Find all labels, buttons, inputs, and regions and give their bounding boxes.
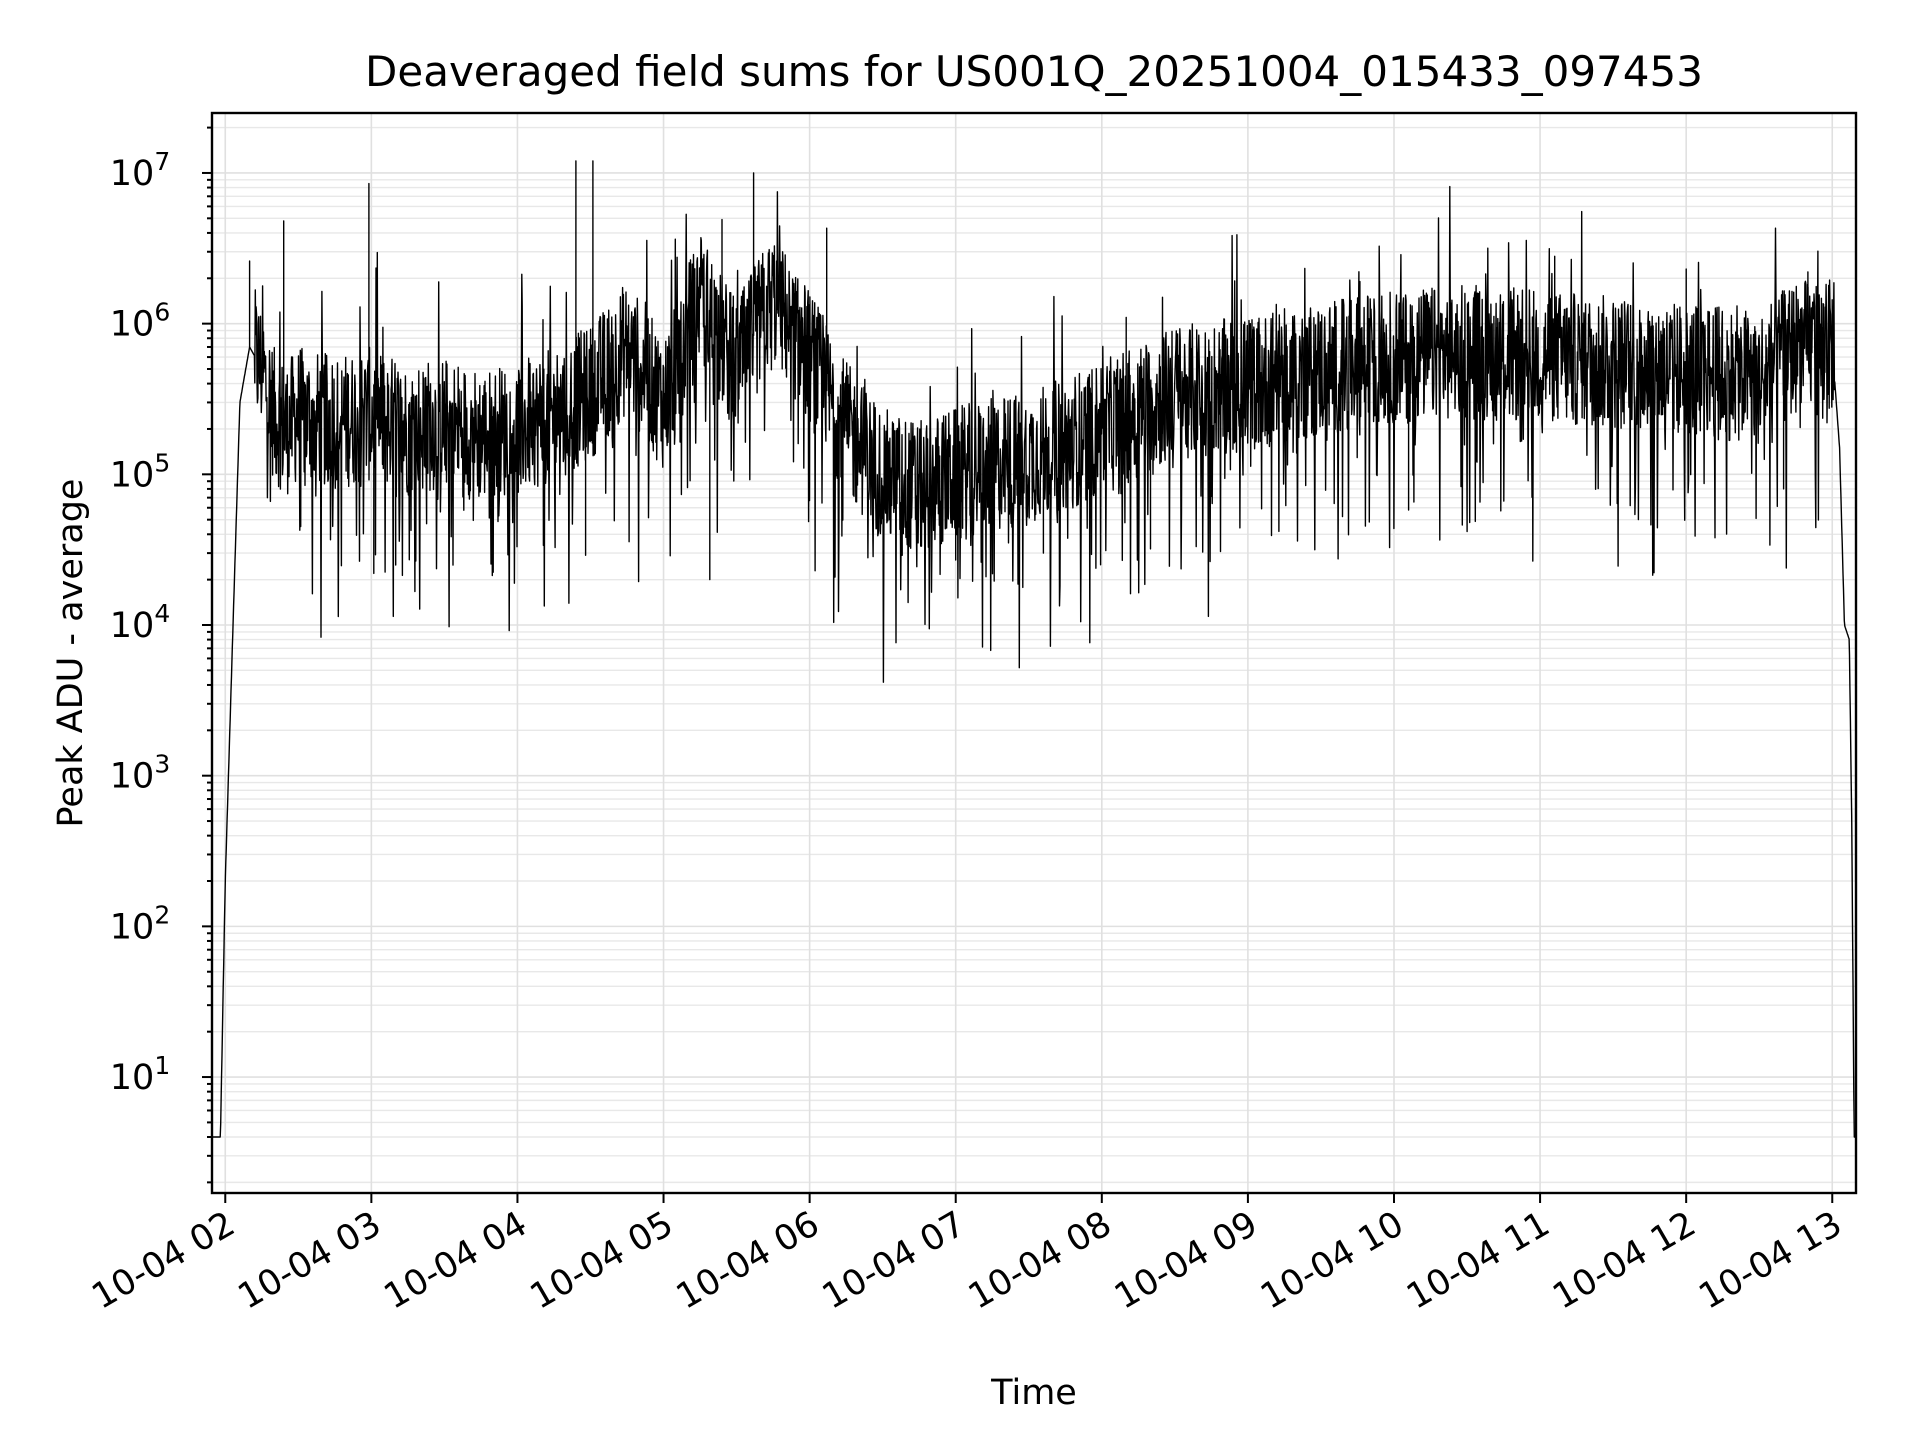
plot-frame xyxy=(210,111,1858,1195)
y-tick-label: 101 xyxy=(110,1051,170,1098)
y-axis-ticks: 101 102 103 104 105 106 107 xyxy=(110,126,212,1184)
x-tick-label: 10-04 07 xyxy=(816,1204,972,1317)
chart-title: Deaveraged field sums for US001Q_2025100… xyxy=(365,47,1703,96)
y-tick-label: 107 xyxy=(110,147,170,194)
x-tick-label: 10-04 09 xyxy=(1108,1204,1264,1317)
x-tick-label: 10-04 03 xyxy=(232,1204,388,1317)
data-series xyxy=(211,160,1857,1138)
x-tick-label: 10-04 12 xyxy=(1546,1204,1702,1317)
x-tick-label: 10-04 13 xyxy=(1692,1204,1848,1317)
x-tick-label: 10-04 04 xyxy=(378,1204,534,1317)
x-tick-label: 10-04 10 xyxy=(1254,1204,1410,1317)
y-tick-label: 103 xyxy=(110,750,170,797)
y-axis-label: Peak ADU - average xyxy=(51,479,91,828)
x-axis-label: Time xyxy=(990,1373,1077,1413)
grid-lines xyxy=(212,113,1856,1193)
x-tick-label: 10-04 05 xyxy=(524,1204,680,1317)
y-tick-label: 105 xyxy=(110,448,170,495)
y-tick-label: 104 xyxy=(110,599,170,646)
x-tick-label: 10-04 02 xyxy=(85,1204,241,1317)
x-tick-label: 10-04 06 xyxy=(670,1204,826,1317)
series-line xyxy=(211,160,1857,1138)
x-tick-label: 10-04 08 xyxy=(962,1204,1118,1317)
x-tick-label: 10-04 11 xyxy=(1400,1204,1556,1317)
y-tick-label: 106 xyxy=(110,298,170,345)
y-tick-label: 102 xyxy=(110,900,170,947)
